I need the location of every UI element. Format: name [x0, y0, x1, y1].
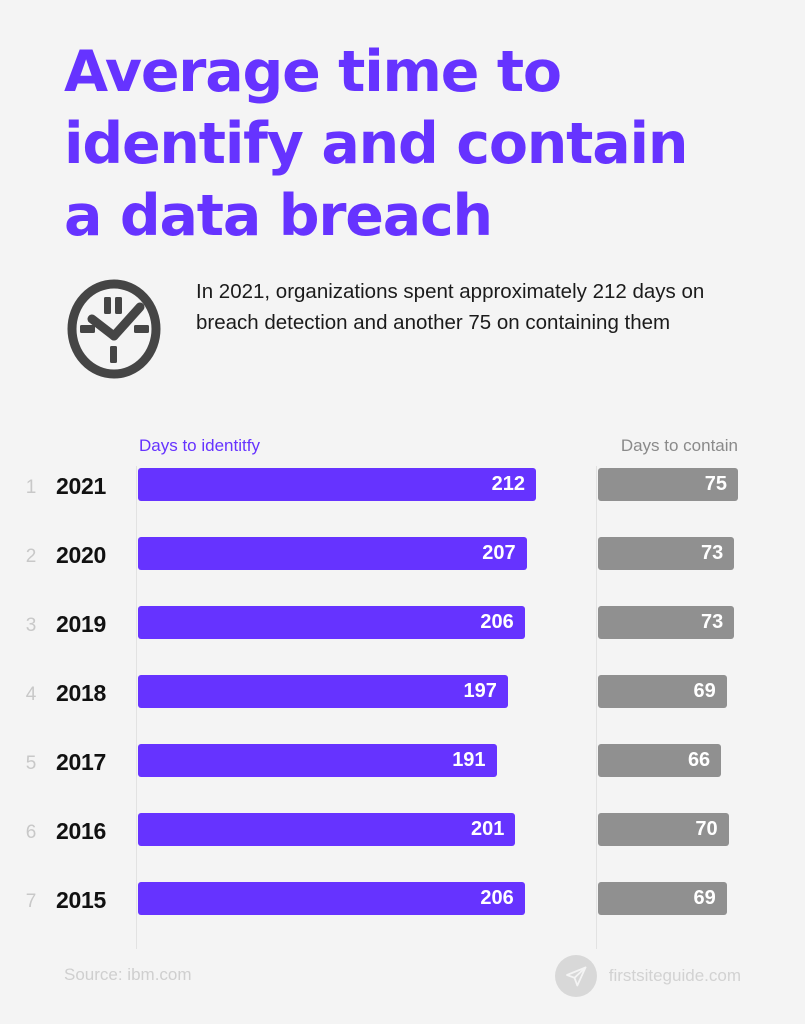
axis-line-identify [136, 880, 137, 949]
bar-value-identify: 191 [452, 749, 486, 771]
row-rank: 5 [25, 753, 37, 774]
axis-line-contain [596, 535, 597, 604]
bar-days-to-identify: 201 [138, 813, 516, 846]
brand-block: firstsiteguide.com [554, 955, 741, 997]
row-year-label: 2021 [56, 473, 106, 499]
bar-value-identify: 206 [480, 887, 514, 909]
axis-line-contain [596, 880, 597, 949]
axis-line-contain [596, 466, 597, 535]
source-label: Source: ibm.com [64, 965, 192, 984]
axis-line-contain [596, 604, 597, 673]
axis-line-identify [136, 466, 137, 535]
row-rank: 1 [25, 477, 37, 498]
bar-days-to-contain: 75 [598, 468, 738, 501]
bar-value-contain: 75 [704, 473, 727, 495]
table-row: 6 2016 201 70 [0, 811, 805, 880]
row-rank: 2 [25, 546, 37, 567]
table-row: 7 2015 206 69 [0, 880, 805, 949]
row-rank: 7 [25, 891, 37, 912]
bar-days-to-contain: 69 [598, 882, 727, 915]
subtitle-block: In 2021, organizations spent approximate… [64, 276, 764, 380]
row-rank: 3 [25, 615, 37, 636]
bar-value-identify: 212 [491, 473, 525, 495]
bar-days-to-contain: 73 [598, 606, 735, 639]
bar-days-to-identify: 191 [138, 744, 497, 777]
table-row: 1 2021 212 75 [0, 466, 805, 535]
axis-line-contain [596, 673, 597, 742]
row-year-label: 2016 [56, 818, 106, 844]
subtitle-text: In 2021, organizations spent approximate… [196, 280, 705, 334]
row-year-label: 2020 [56, 542, 106, 568]
table-row: 5 2017 191 66 [0, 742, 805, 811]
bar-value-contain: 73 [701, 611, 724, 633]
title-line-2: identify and contain [64, 111, 688, 177]
paper-plane-icon [554, 955, 597, 997]
axis-line-identify [136, 535, 137, 604]
bar-value-contain: 69 [693, 680, 716, 702]
axis-line-identify [136, 742, 137, 811]
axis-line-identify [136, 673, 137, 742]
brand-name: firstsiteguide.com [608, 966, 741, 985]
bar-days-to-identify: 206 [138, 606, 525, 639]
bar-value-identify: 201 [470, 818, 505, 840]
bar-value-contain: 70 [695, 818, 718, 840]
axis-line-identify [136, 811, 137, 880]
chart-rows: 1 2021 212 75 2 2020 207 73 3 2019 206 73 4 2018 197 69… [0, 466, 805, 949]
axis-line-identify [136, 604, 137, 673]
row-year-label: 2017 [56, 749, 106, 775]
bar-days-to-contain: 70 [598, 813, 729, 846]
table-row: 3 2019 206 73 [0, 604, 805, 673]
bar-days-to-identify: 212 [138, 468, 536, 501]
bar-value-contain: 69 [693, 887, 716, 909]
bar-days-to-identify: 206 [138, 882, 525, 915]
bar-value-contain: 73 [701, 542, 724, 564]
title-line-1: Average time to [64, 39, 562, 105]
legend-days-to-contain: Days to contain [620, 436, 738, 455]
clock-icon [64, 278, 164, 380]
axis-line-contain [596, 742, 597, 811]
row-rank: 4 [25, 684, 37, 705]
bar-days-to-identify: 197 [138, 675, 508, 708]
row-year-label: 2018 [56, 680, 106, 706]
axis-line-contain [596, 811, 597, 880]
row-year-label: 2019 [56, 611, 106, 637]
legend-days-to-identify: Days to identitfy [139, 436, 260, 455]
bar-days-to-identify: 207 [138, 537, 527, 570]
bar-days-to-contain: 69 [598, 675, 727, 708]
row-year-label: 2015 [56, 887, 106, 913]
bar-days-to-contain: 66 [598, 744, 722, 777]
bar-value-identify: 197 [463, 680, 497, 702]
title-line-3: a data breach [64, 183, 493, 249]
bar-days-to-contain: 73 [598, 537, 735, 570]
bar-chart: Days to identitfy Days to contain 1 2021 2… [0, 430, 805, 949]
table-row: 2 2020 207 73 [0, 535, 805, 604]
table-row: 4 2018 197 69 [0, 673, 805, 742]
bar-value-identify: 207 [482, 542, 516, 564]
bar-value-contain: 66 [687, 749, 711, 771]
bar-value-identify: 206 [480, 611, 514, 633]
footer: Source: ibm.com firstsiteguide.com [0, 955, 805, 999]
page-title: Average time to identify and contain a d… [64, 36, 764, 252]
row-rank: 6 [25, 822, 37, 843]
